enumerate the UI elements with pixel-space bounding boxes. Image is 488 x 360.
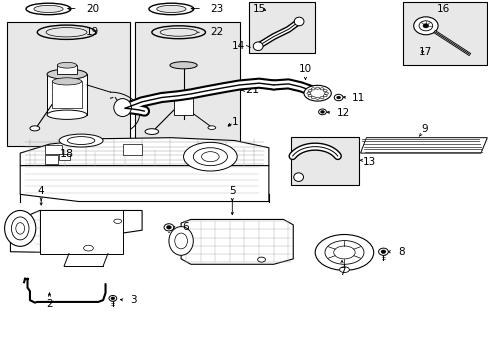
Text: 21: 21 bbox=[245, 85, 259, 95]
Ellipse shape bbox=[47, 110, 87, 120]
Ellipse shape bbox=[34, 5, 63, 13]
Ellipse shape bbox=[315, 234, 373, 270]
Text: 4: 4 bbox=[38, 186, 44, 196]
Text: 20: 20 bbox=[86, 4, 99, 14]
Ellipse shape bbox=[163, 224, 173, 231]
Ellipse shape bbox=[293, 173, 303, 181]
Ellipse shape bbox=[109, 296, 117, 301]
Text: 14: 14 bbox=[232, 41, 245, 50]
Ellipse shape bbox=[52, 78, 81, 85]
Polygon shape bbox=[181, 220, 293, 264]
Ellipse shape bbox=[333, 94, 342, 101]
Text: 18: 18 bbox=[60, 149, 73, 159]
Bar bbox=[173, 96, 193, 116]
Ellipse shape bbox=[157, 5, 185, 13]
Ellipse shape bbox=[318, 109, 326, 115]
Ellipse shape bbox=[418, 21, 432, 31]
Text: 15: 15 bbox=[253, 4, 266, 14]
Polygon shape bbox=[20, 138, 268, 166]
Text: 10: 10 bbox=[298, 64, 311, 74]
Text: 3: 3 bbox=[130, 295, 136, 305]
Text: 6: 6 bbox=[182, 222, 188, 232]
Ellipse shape bbox=[257, 257, 265, 262]
Ellipse shape bbox=[114, 219, 122, 224]
Text: 22: 22 bbox=[210, 27, 223, 37]
Ellipse shape bbox=[30, 126, 40, 131]
Ellipse shape bbox=[207, 126, 215, 130]
Ellipse shape bbox=[380, 250, 385, 253]
Ellipse shape bbox=[83, 245, 93, 251]
Ellipse shape bbox=[304, 85, 330, 101]
Polygon shape bbox=[360, 138, 487, 153]
Bar bbox=[44, 155, 58, 164]
Text: 1: 1 bbox=[232, 117, 239, 127]
Ellipse shape bbox=[339, 267, 348, 273]
Ellipse shape bbox=[57, 62, 77, 68]
Text: 7: 7 bbox=[338, 267, 345, 277]
Text: 8: 8 bbox=[397, 247, 404, 257]
Ellipse shape bbox=[378, 248, 387, 255]
Ellipse shape bbox=[67, 136, 95, 144]
Bar bbox=[122, 144, 142, 155]
Ellipse shape bbox=[336, 96, 340, 99]
Ellipse shape bbox=[47, 69, 87, 79]
Ellipse shape bbox=[168, 226, 193, 255]
Ellipse shape bbox=[46, 28, 87, 37]
Ellipse shape bbox=[166, 226, 171, 229]
Text: 11: 11 bbox=[351, 93, 364, 103]
Bar bbox=[44, 145, 61, 154]
Ellipse shape bbox=[201, 152, 219, 162]
Ellipse shape bbox=[253, 42, 263, 50]
Ellipse shape bbox=[183, 142, 237, 171]
Bar bbox=[290, 137, 358, 185]
Text: 16: 16 bbox=[436, 4, 449, 14]
Ellipse shape bbox=[16, 223, 24, 234]
Text: 2: 2 bbox=[46, 299, 53, 309]
Text: 17: 17 bbox=[418, 46, 431, 57]
Ellipse shape bbox=[11, 217, 29, 240]
Bar bbox=[402, 3, 487, 65]
Bar bbox=[135, 22, 239, 146]
Text: 5: 5 bbox=[228, 186, 235, 196]
Bar bbox=[57, 65, 77, 74]
Ellipse shape bbox=[114, 99, 131, 117]
Ellipse shape bbox=[4, 211, 36, 246]
Ellipse shape bbox=[320, 111, 324, 113]
Ellipse shape bbox=[325, 240, 363, 264]
Bar bbox=[40, 211, 122, 253]
Bar bbox=[7, 22, 130, 146]
Text: 23: 23 bbox=[210, 4, 223, 14]
Ellipse shape bbox=[174, 233, 187, 249]
Ellipse shape bbox=[169, 62, 197, 69]
Ellipse shape bbox=[59, 134, 103, 147]
Text: 9: 9 bbox=[420, 124, 427, 134]
Polygon shape bbox=[10, 211, 142, 253]
Bar bbox=[59, 154, 70, 160]
Polygon shape bbox=[20, 166, 268, 202]
Text: 13: 13 bbox=[362, 157, 375, 167]
Ellipse shape bbox=[160, 28, 197, 36]
Ellipse shape bbox=[413, 17, 437, 35]
Bar bbox=[47, 74, 87, 116]
Ellipse shape bbox=[145, 129, 158, 134]
Bar bbox=[249, 3, 315, 53]
Ellipse shape bbox=[193, 148, 227, 166]
Text: 19: 19 bbox=[86, 27, 99, 37]
Bar bbox=[52, 81, 82, 108]
Ellipse shape bbox=[333, 246, 354, 259]
Ellipse shape bbox=[422, 24, 428, 28]
Ellipse shape bbox=[294, 17, 304, 26]
Ellipse shape bbox=[111, 297, 115, 300]
Text: 12: 12 bbox=[336, 108, 350, 118]
